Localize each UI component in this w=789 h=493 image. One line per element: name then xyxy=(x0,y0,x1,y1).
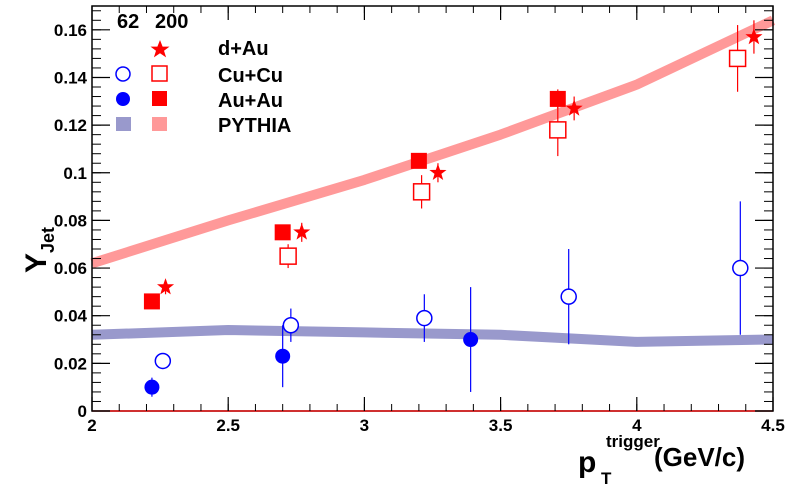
x-axis-title-unit: (GeV/c) xyxy=(654,442,745,472)
x-axis-title-sub: T xyxy=(601,469,612,488)
axis-ticks xyxy=(91,6,774,412)
cu-cu-200-point xyxy=(412,183,431,201)
y-axis-title: YJet xyxy=(20,227,58,273)
au-au-200-point xyxy=(410,152,427,169)
au-au-200-point xyxy=(549,90,566,107)
pythia-band-200 xyxy=(90,15,776,269)
d-au-200-point xyxy=(157,278,175,295)
svg-text:YJet: YJet xyxy=(20,227,58,273)
x-axis-title-sup: trigger xyxy=(606,432,660,451)
y-tick-label: 0.02 xyxy=(54,354,87,373)
legend-open-square-marker xyxy=(151,65,168,82)
legend-header-62: 62 xyxy=(117,11,139,33)
legend-label-pythia: PYTHIA xyxy=(218,115,291,137)
x-tick-label: 3 xyxy=(360,416,369,435)
cu-cu-62-point xyxy=(732,259,749,277)
cu-cu-62-point xyxy=(282,316,300,334)
data-points xyxy=(143,20,763,397)
y-axis-title-main: Y xyxy=(20,253,53,273)
d-au-200-point xyxy=(565,99,583,116)
legend-pythia-200-band xyxy=(152,117,167,131)
d-au-200-point xyxy=(429,163,447,180)
y-axis-title-sub: Jet xyxy=(38,227,58,253)
legend: 62 200 d+Au Cu+Cu Au+Au PYTHIA xyxy=(115,11,291,137)
legend-filled-circle-marker xyxy=(116,92,130,106)
y-tick-label: 0.14 xyxy=(54,68,88,87)
y-tick-label: 0.08 xyxy=(54,211,87,230)
pythia-bands xyxy=(90,15,776,347)
au-au-62-point xyxy=(275,348,291,364)
x-tick-labels: 2 2.5 3 3.5 4 4.5 xyxy=(87,416,785,435)
x-axis-title-main: p xyxy=(578,446,596,479)
au-au-62-point xyxy=(144,379,160,395)
cu-cu-62-point xyxy=(416,309,433,327)
legend-filled-square-marker xyxy=(152,91,167,106)
legend-label-au-au: Au+Au xyxy=(218,90,283,112)
legend-label-d-au: d+Au xyxy=(218,38,269,60)
legend-header-200: 200 xyxy=(155,11,188,33)
x-tick-label: 4.5 xyxy=(761,416,785,435)
legend-label-cu-cu: Cu+Cu xyxy=(218,65,283,87)
y-tick-label: 0.06 xyxy=(54,259,87,278)
y-tick-label: 0.16 xyxy=(54,21,87,40)
legend-star-marker xyxy=(150,40,170,58)
cu-cu-200-point xyxy=(279,247,297,265)
legend-open-circle-marker xyxy=(115,66,131,82)
y-tick-label: 0.12 xyxy=(54,116,87,135)
y-tick-labels: 0 0.02 0.04 0.06 0.08 0.1 0.12 0.14 0.16 xyxy=(54,21,88,421)
au-au-200-point xyxy=(274,224,291,241)
cu-cu-62-point xyxy=(560,288,577,305)
cu-cu-200-point xyxy=(549,121,567,139)
pythia-band-62 xyxy=(91,325,774,347)
d-au-200-point xyxy=(293,223,311,240)
x-tick-label: 2.5 xyxy=(216,416,240,435)
cu-cu-200-point xyxy=(728,49,747,68)
y-tick-label: 0.04 xyxy=(54,307,88,326)
x-axis-title: p trigger T (GeV/c) xyxy=(578,432,745,488)
x-tick-label: 3.5 xyxy=(489,416,513,435)
cu-cu-62-point xyxy=(154,352,172,370)
au-au-200-point xyxy=(143,293,160,310)
x-tick-label: 4 xyxy=(632,416,642,435)
au-au-62-point xyxy=(463,332,479,348)
d-au-200-point xyxy=(745,28,763,45)
x-tick-label: 2 xyxy=(87,416,96,435)
y-tick-label: 0 xyxy=(78,402,87,421)
legend-pythia-62-band xyxy=(116,117,131,131)
y-tick-label: 0.1 xyxy=(63,164,87,183)
